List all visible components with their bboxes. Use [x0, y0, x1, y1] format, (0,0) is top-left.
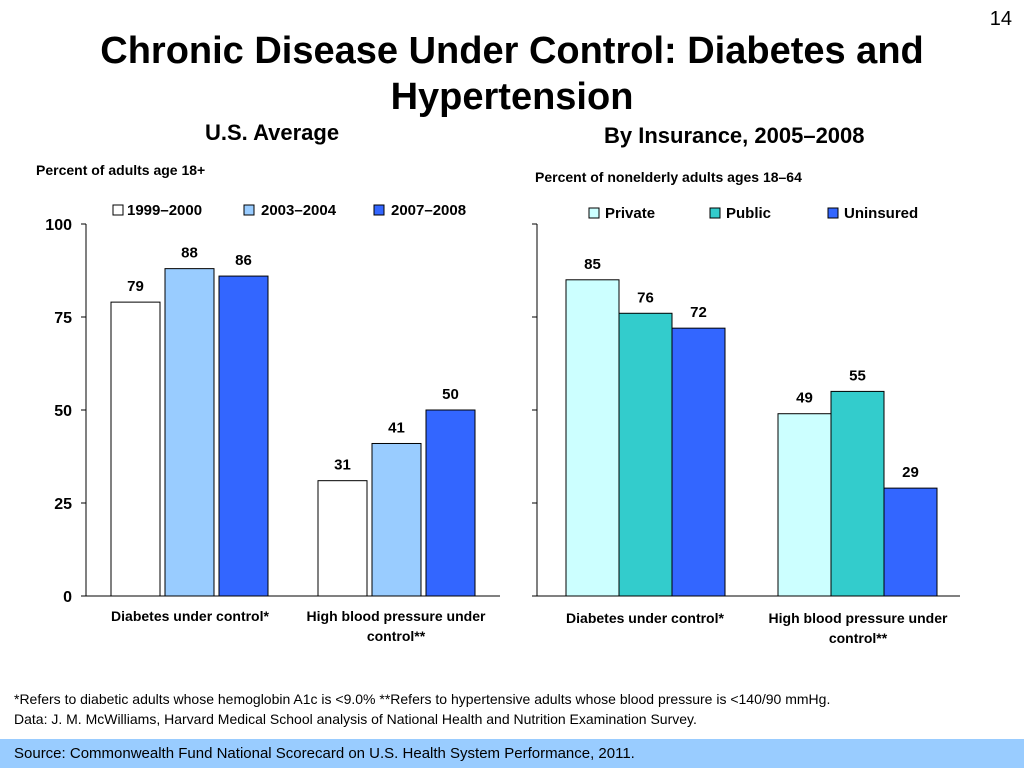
left-legend-swatch [243, 204, 255, 216]
right-legend-label: Uninsured [844, 205, 918, 222]
right-category-label: control** [829, 630, 888, 646]
right-data-label: 76 [637, 289, 654, 306]
right-category-label: High blood pressure under [769, 610, 948, 626]
right-bar [618, 312, 673, 597]
right-chart-title: By Insurance, 2005–2008 [604, 123, 865, 148]
right-data-label: 55 [849, 367, 866, 384]
footnote-definitions: *Refers to diabetic adults whose hemoglo… [14, 691, 831, 707]
left-y-axis-label: Percent of adults age 18+ [36, 162, 205, 178]
right-legend-swatch [827, 207, 839, 219]
right-data-label: 29 [902, 464, 919, 481]
footnotes: *Refers to diabetic adults whose hemoglo… [14, 689, 1014, 729]
left-bar [164, 268, 215, 597]
right-y-axis-label: Percent of nonelderly adults ages 18–64 [535, 169, 802, 185]
right-data-label: 72 [690, 304, 707, 321]
left-legend-label: 2007–2008 [391, 202, 466, 219]
left-bar [218, 275, 269, 597]
left-data-label: 50 [442, 386, 459, 403]
left-data-label: 88 [181, 245, 198, 262]
right-data-label: 49 [796, 390, 813, 407]
footnote-data-source: Data: J. M. McWilliams, Harvard Medical … [14, 711, 697, 727]
left-bar [317, 480, 368, 597]
right-category-label: Diabetes under control* [566, 610, 724, 626]
left-category-label: Diabetes under control* [111, 608, 269, 624]
right-legend-swatch [709, 207, 721, 219]
slide-title: Chronic Disease Under Control: Diabetes … [100, 30, 924, 118]
left-data-label: 79 [127, 278, 144, 295]
left-y-tick-label: 75 [54, 310, 72, 327]
slide-number: 14 [989, 8, 1012, 30]
left-chart-title: U.S. Average [205, 120, 340, 145]
source-bar: Source: Commonwealth Fund National Score… [0, 739, 1024, 768]
left-data-label: 31 [334, 457, 351, 474]
right-legend-label: Public [726, 205, 771, 222]
left-category-label: control** [367, 628, 426, 644]
right-bar [883, 487, 938, 597]
left-bar [425, 409, 476, 597]
right-bar [671, 327, 726, 597]
right-bar [777, 413, 832, 597]
left-bar [371, 442, 422, 597]
right-data-label: 85 [584, 256, 601, 273]
right-bar [830, 390, 885, 597]
left-y-tick-label: 0 [63, 589, 72, 606]
left-y-tick-label: 25 [54, 496, 72, 513]
left-data-label: 41 [388, 419, 405, 436]
left-legend-label: 2003–2004 [261, 202, 337, 219]
right-legend-label: Private [605, 205, 655, 222]
left-legend-label: 1999–2000 [127, 202, 202, 219]
left-data-label: 86 [235, 252, 252, 269]
left-y-tick-label: 50 [54, 403, 72, 420]
left-y-tick-label: 100 [45, 217, 72, 234]
left-legend-swatch [112, 204, 124, 216]
charts-area: Percent of adults age 18+ 0 25 50 75 100 1999–… [36, 162, 960, 646]
left-bar [110, 301, 161, 597]
left-legend-swatch [373, 204, 385, 216]
right-legend-swatch [588, 207, 600, 219]
right-bar [565, 279, 620, 597]
left-category-label: High blood pressure under [307, 608, 486, 624]
